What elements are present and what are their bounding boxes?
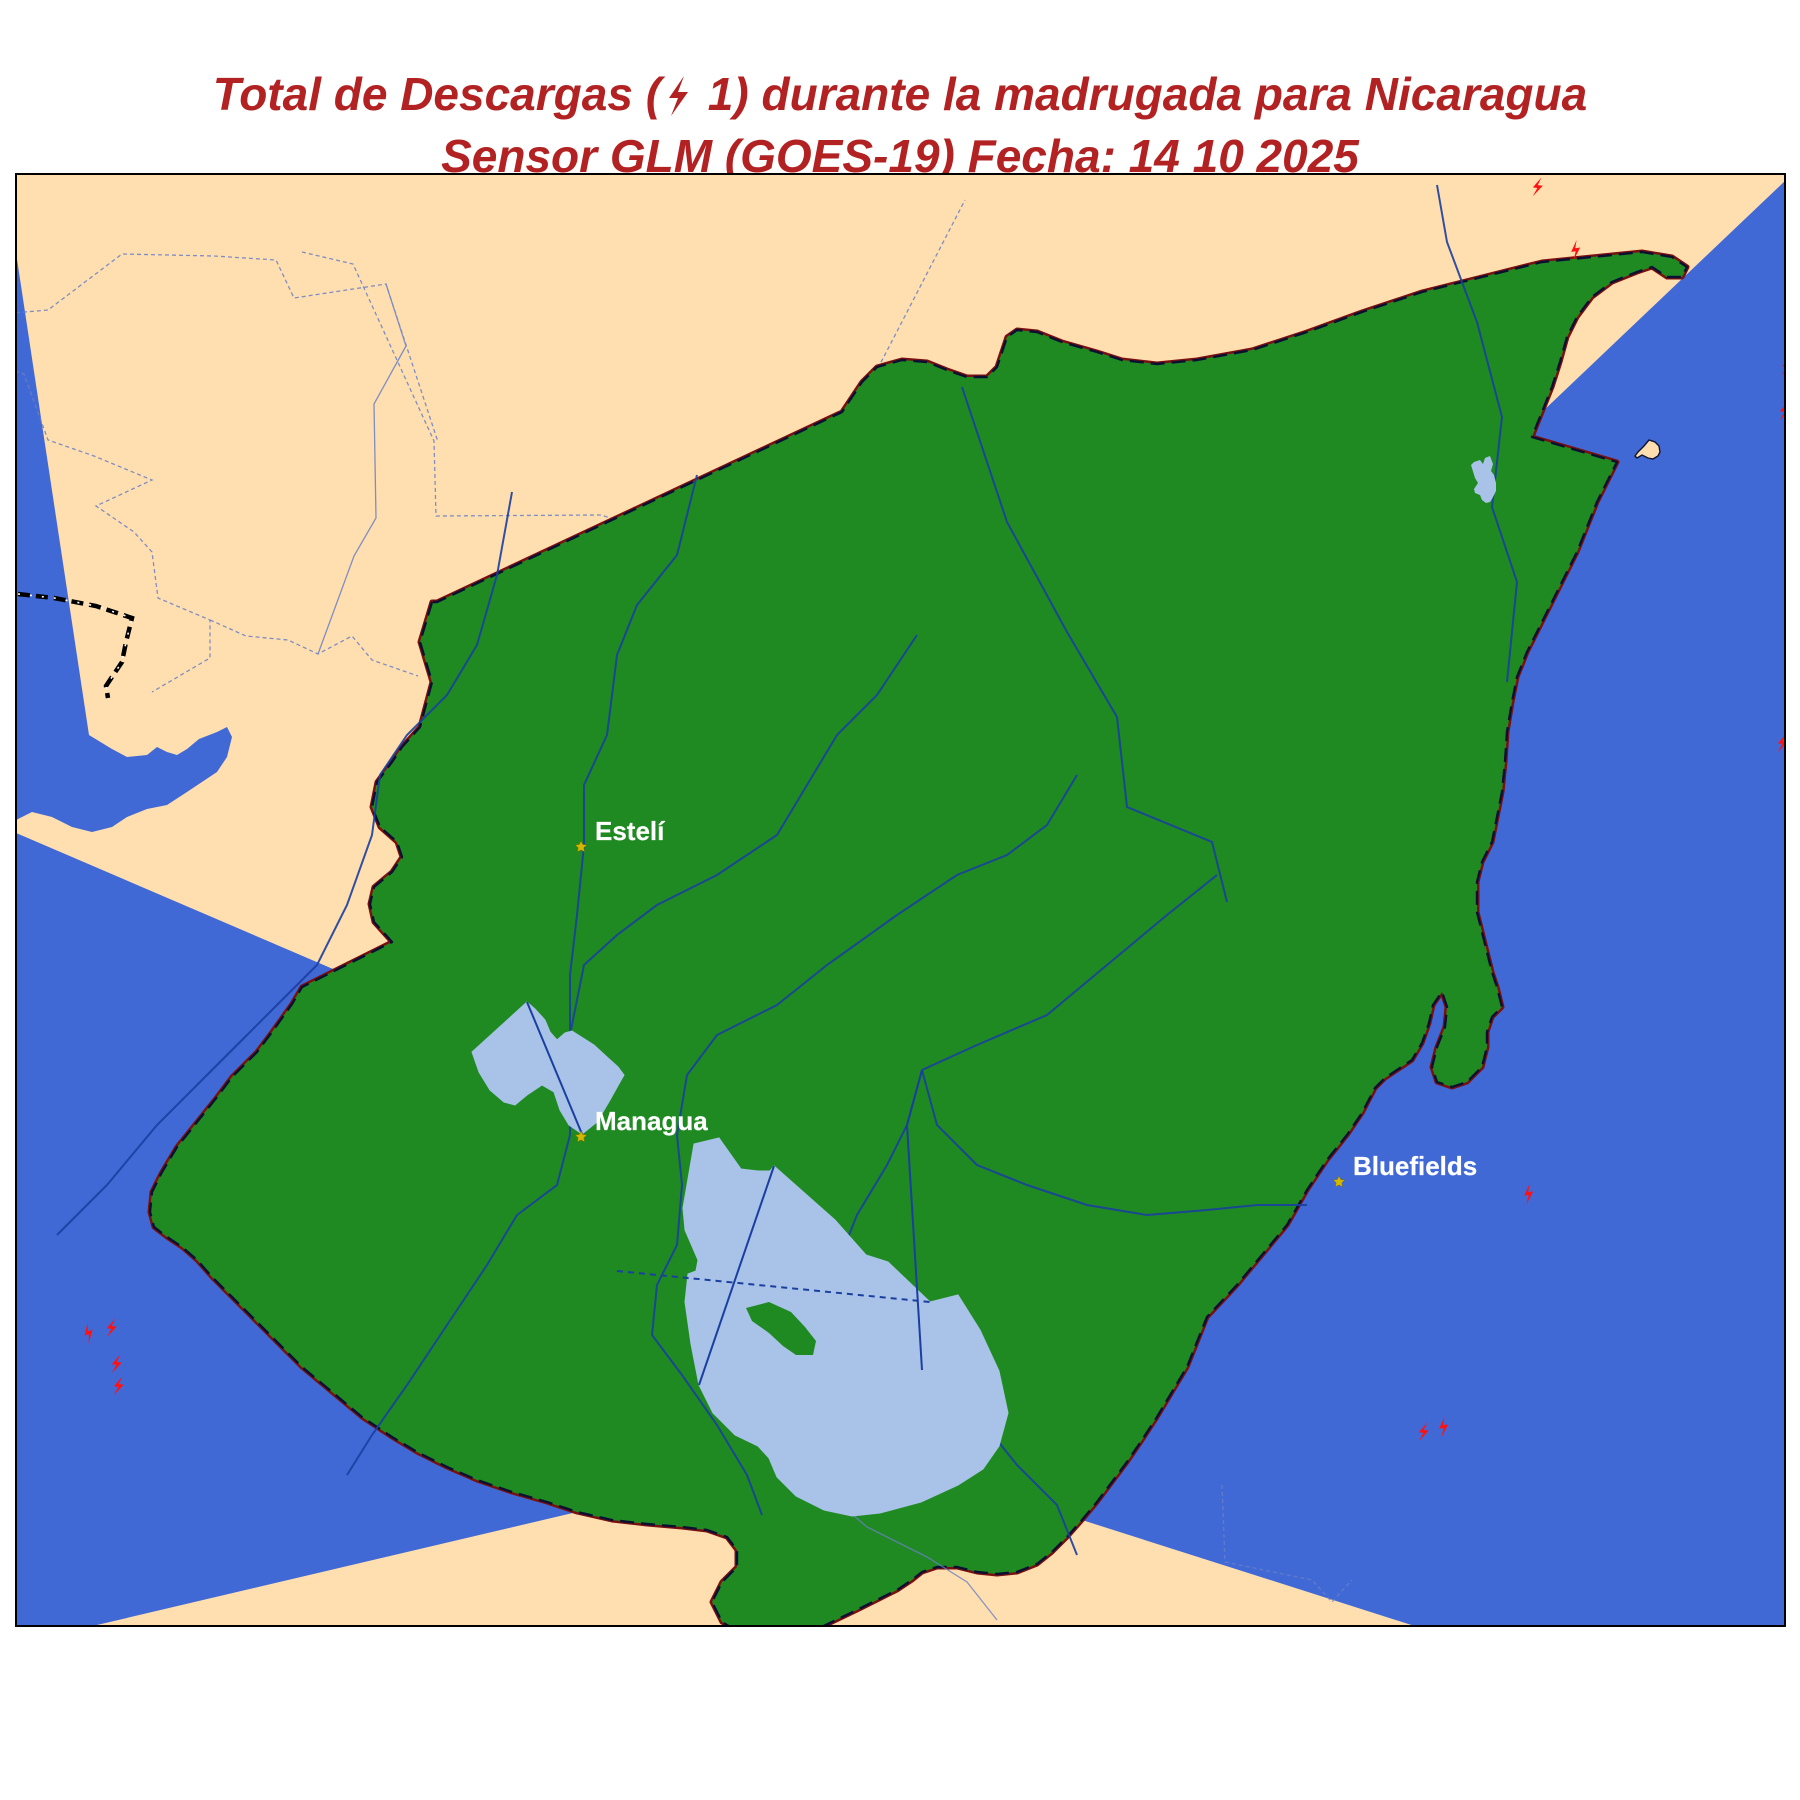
svg-text:Managua: Managua [595, 1106, 708, 1136]
svg-text:Estelí: Estelí [595, 816, 665, 846]
svg-text:Bluefields: Bluefields [1353, 1151, 1477, 1181]
